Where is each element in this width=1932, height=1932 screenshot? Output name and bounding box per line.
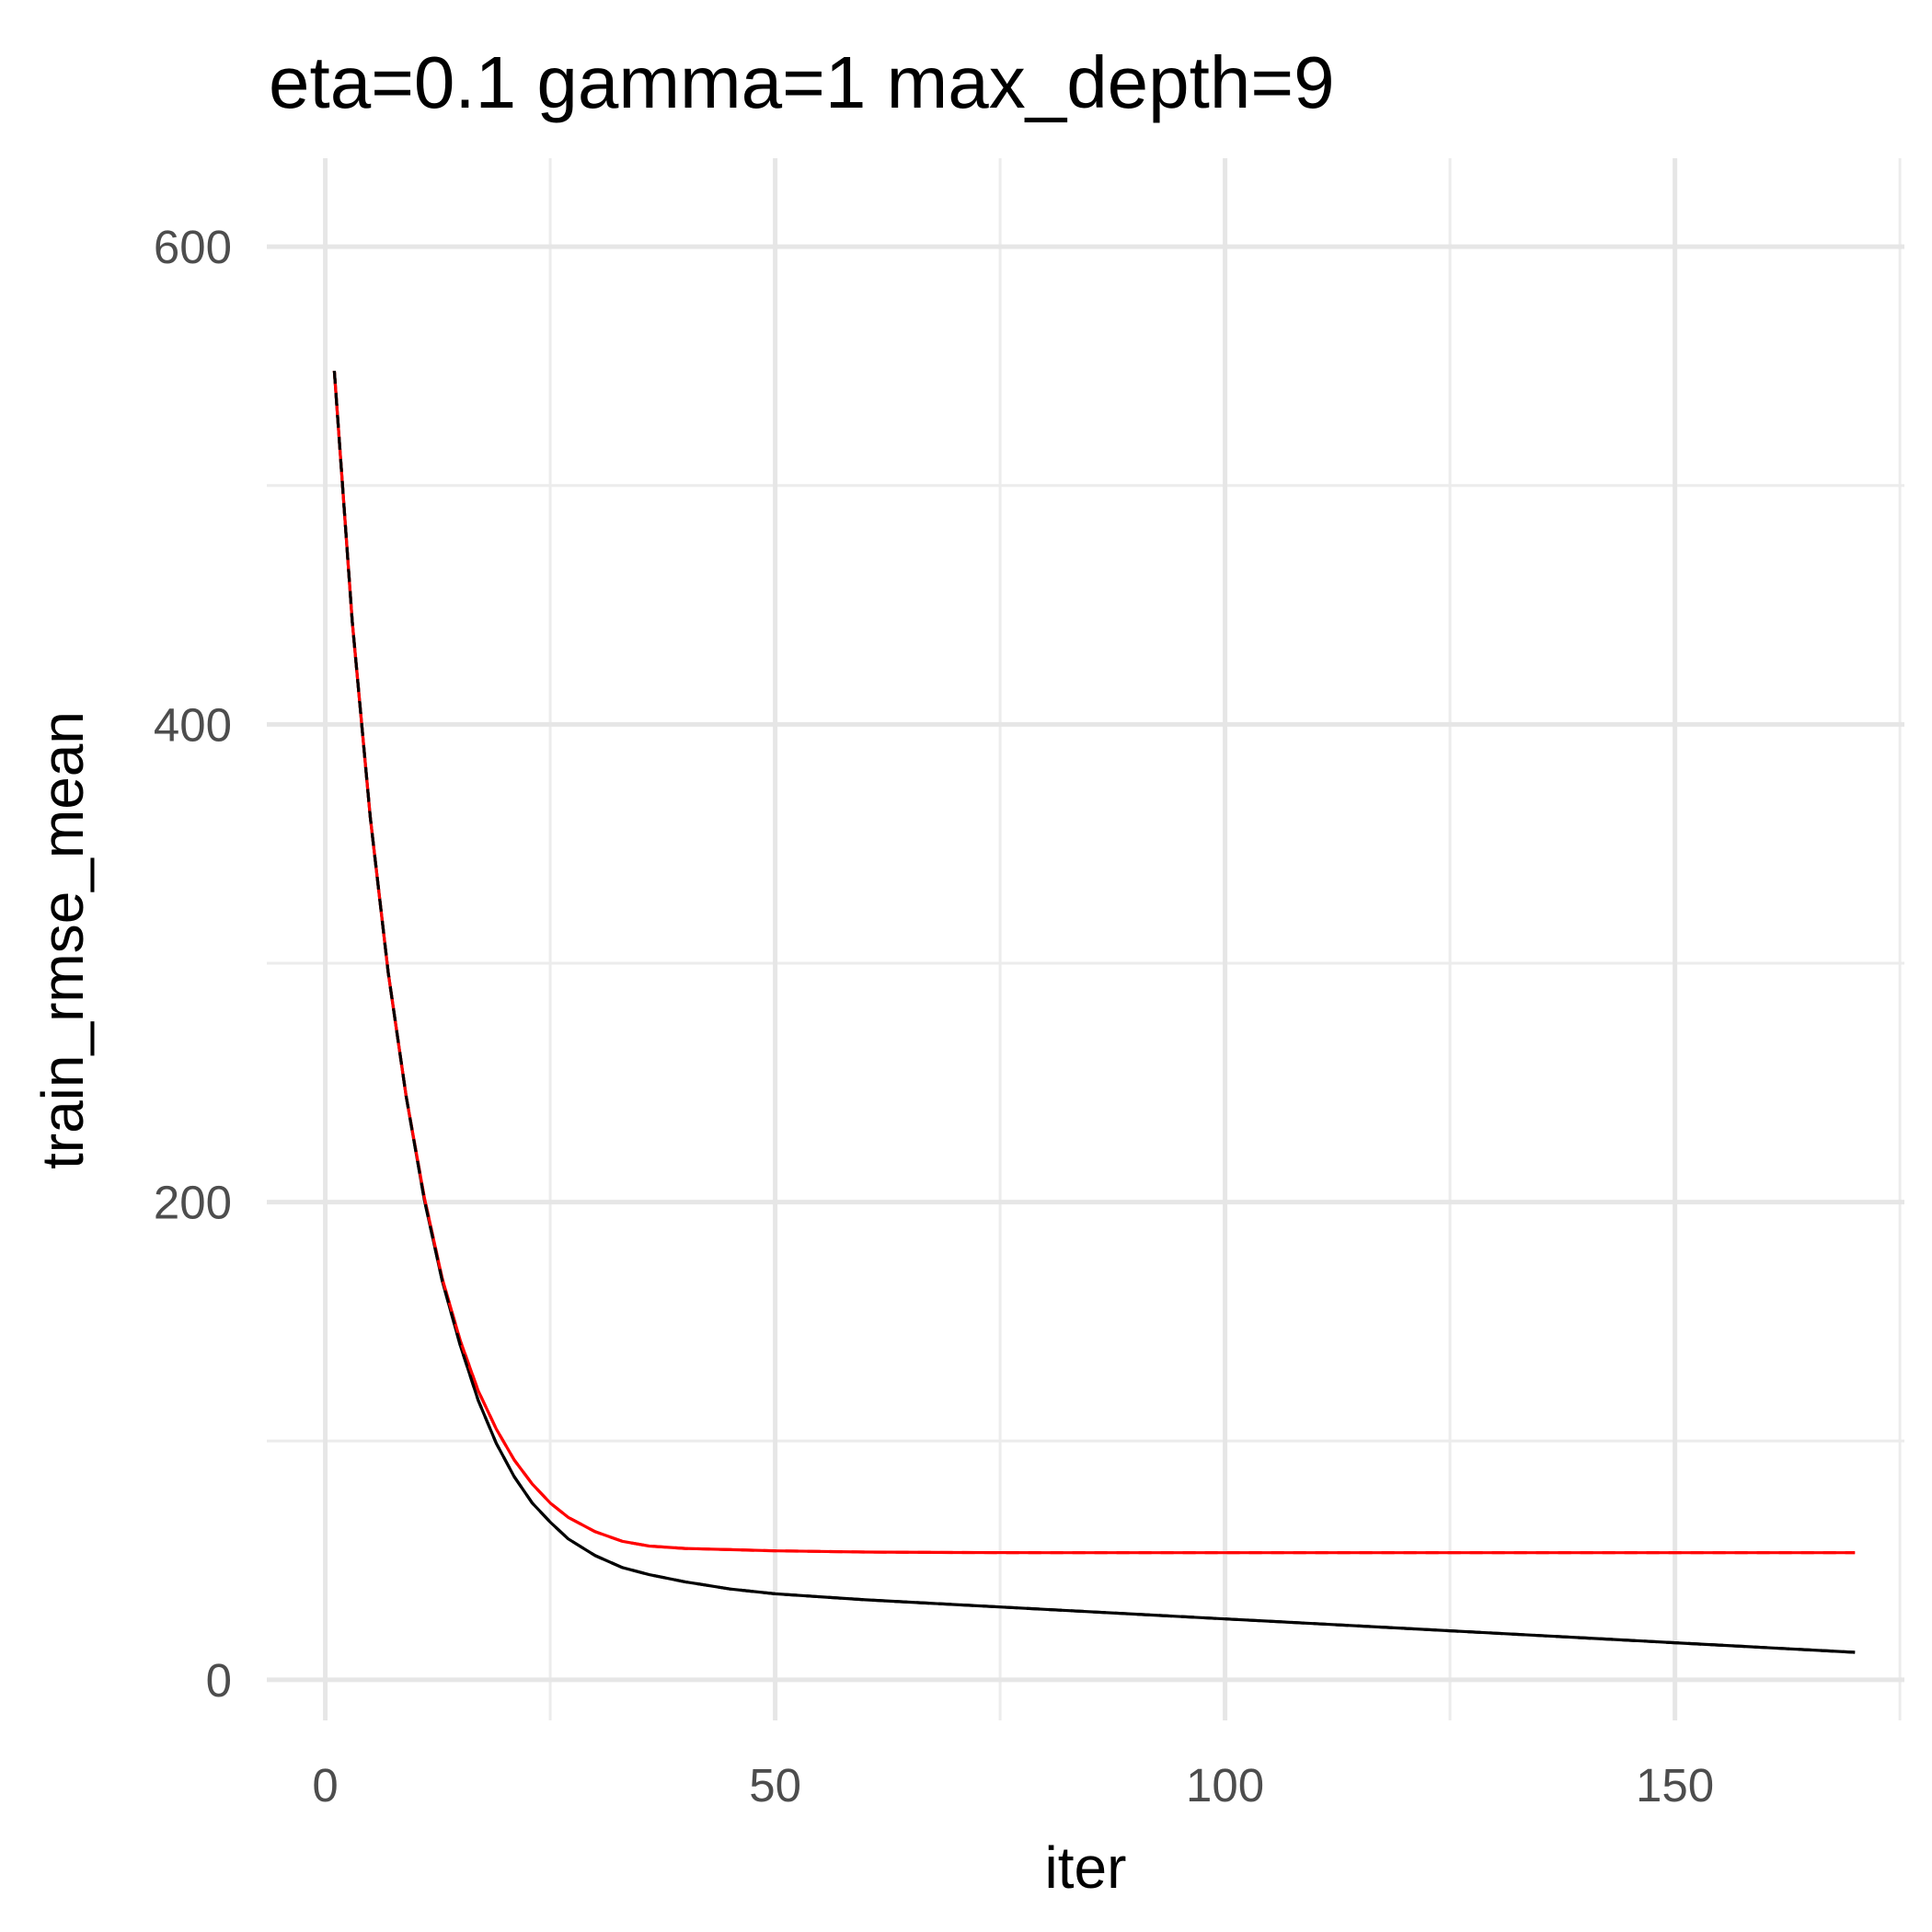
x-tick-label: 100 bbox=[1186, 1759, 1264, 1811]
series-line-4 bbox=[332, 370, 1856, 1654]
series-line-3 bbox=[332, 370, 1856, 1555]
y-tick-label: 200 bbox=[154, 1177, 232, 1229]
series-lines bbox=[332, 370, 1856, 1654]
series-line-1 bbox=[332, 370, 1856, 1654]
x-tick-label: 0 bbox=[312, 1759, 338, 1811]
x-axis-title: iter bbox=[1045, 1834, 1127, 1901]
x-axis-ticks: 0 50 100 150 bbox=[312, 1759, 1714, 1811]
y-tick-label: 0 bbox=[206, 1654, 232, 1707]
series-line-2 bbox=[332, 370, 1856, 1555]
y-tick-label: 400 bbox=[154, 698, 232, 751]
y-axis-title: train_rmse_mean bbox=[29, 711, 96, 1169]
grid-lines bbox=[267, 158, 1904, 1720]
y-axis-ticks: 0 200 400 600 bbox=[154, 221, 232, 1707]
x-tick-label: 150 bbox=[1636, 1759, 1714, 1811]
chart-title: eta=0.1 gamma=1 max_depth=9 bbox=[269, 41, 1335, 123]
x-tick-label: 50 bbox=[749, 1759, 801, 1811]
y-tick-label: 600 bbox=[154, 221, 232, 273]
